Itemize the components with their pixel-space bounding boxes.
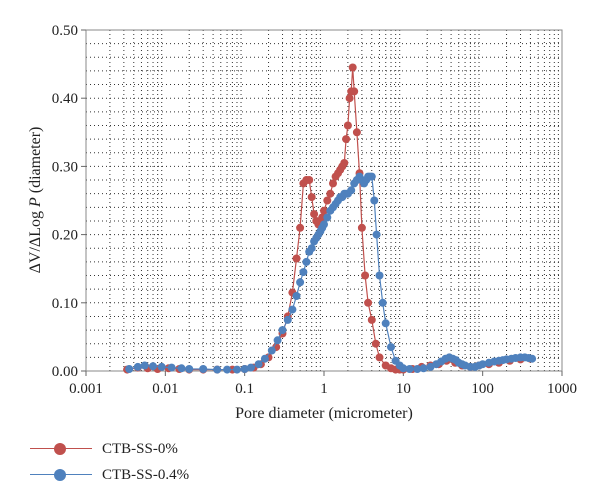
axis-ticks: 0.001 0.01 0.1 1 10 100 1000 0.00 0.10 0.20 0.30 0.… bbox=[52, 23, 577, 397]
legend-item-ctb-ss-0-4: CTB-SS-0.4% bbox=[30, 462, 330, 488]
data-point bbox=[260, 354, 269, 363]
data-point bbox=[185, 365, 194, 373]
data-point bbox=[405, 365, 414, 373]
data-point bbox=[387, 343, 395, 352]
data-point bbox=[478, 360, 487, 369]
data-point bbox=[375, 353, 384, 362]
data-point bbox=[320, 206, 328, 215]
data-point bbox=[372, 230, 381, 239]
legend: CTB-SS-0% CTB-SS-0.4% bbox=[30, 436, 330, 488]
data-point bbox=[307, 193, 316, 202]
data-point bbox=[296, 278, 305, 287]
y-tick-label: 0.10 bbox=[52, 296, 78, 312]
data-point bbox=[149, 362, 157, 371]
data-point bbox=[305, 176, 314, 184]
data-point bbox=[302, 257, 311, 266]
series-ctb-ss-0-4 bbox=[125, 172, 537, 374]
data-point bbox=[296, 223, 305, 232]
data-point bbox=[364, 298, 373, 307]
data-point bbox=[177, 364, 186, 373]
data-point bbox=[375, 271, 384, 280]
data-point bbox=[167, 363, 176, 372]
data-point bbox=[347, 186, 356, 195]
x-axis-title: Pore diameter (micrometer) bbox=[235, 405, 413, 422]
data-point bbox=[419, 364, 428, 373]
data-point bbox=[273, 336, 282, 345]
data-point bbox=[348, 63, 357, 72]
data-point bbox=[378, 298, 387, 307]
x-tick-label: 10 bbox=[396, 381, 411, 397]
data-point bbox=[125, 365, 134, 373]
legend-label-ctb-ss-0: CTB-SS-0% bbox=[102, 440, 178, 457]
y-axis-title: ΔV/ΔLog P (diameter) bbox=[27, 127, 44, 274]
data-point bbox=[342, 135, 351, 144]
data-point bbox=[240, 365, 249, 373]
data-point bbox=[413, 365, 422, 373]
x-tick-label: 1000 bbox=[547, 381, 577, 397]
data-point bbox=[133, 362, 142, 371]
data-point bbox=[223, 365, 232, 374]
data-point bbox=[367, 172, 376, 181]
y-tick-label: 0.20 bbox=[52, 228, 78, 244]
grid bbox=[86, 30, 562, 371]
data-point bbox=[320, 220, 328, 229]
data-point bbox=[310, 210, 319, 219]
data-point bbox=[323, 213, 332, 222]
legend-label-ctb-ss-0-4: CTB-SS-0.4% bbox=[102, 466, 190, 483]
data-point bbox=[278, 326, 287, 335]
data-point bbox=[367, 315, 376, 324]
data-point bbox=[307, 244, 316, 253]
data-point bbox=[345, 94, 354, 103]
x-tick-label: 1 bbox=[320, 381, 328, 397]
data-point bbox=[267, 346, 276, 355]
data-point bbox=[299, 268, 308, 277]
data-point bbox=[246, 363, 255, 372]
data-point bbox=[323, 196, 332, 205]
series-layer bbox=[123, 63, 537, 374]
data-point bbox=[370, 196, 379, 205]
data-point bbox=[199, 365, 208, 373]
x-tick-label: 0.001 bbox=[69, 381, 103, 397]
data-point bbox=[399, 364, 408, 373]
data-point bbox=[528, 354, 537, 363]
data-point bbox=[343, 121, 352, 130]
data-point bbox=[352, 128, 361, 137]
data-point bbox=[254, 360, 263, 369]
y-tick-label: 0.00 bbox=[52, 364, 78, 380]
legend-swatch-blue bbox=[30, 468, 92, 482]
legend-item-ctb-ss-0: CTB-SS-0% bbox=[30, 436, 330, 462]
data-point bbox=[157, 362, 166, 371]
data-point bbox=[292, 254, 301, 263]
data-point bbox=[213, 365, 222, 374]
y-tick-label: 0.50 bbox=[52, 23, 78, 39]
data-point bbox=[381, 319, 390, 328]
data-point bbox=[292, 292, 301, 300]
data-point bbox=[371, 339, 380, 348]
legend-swatch-red bbox=[30, 442, 92, 456]
data-point bbox=[283, 315, 292, 324]
y-tick-label: 0.40 bbox=[52, 91, 78, 107]
x-tick-label: 0.01 bbox=[152, 381, 178, 397]
x-tick-label: 0.1 bbox=[235, 381, 254, 397]
data-point bbox=[329, 179, 337, 188]
data-point bbox=[361, 271, 370, 280]
data-point bbox=[357, 223, 366, 232]
y-tick-label: 0.30 bbox=[52, 159, 78, 175]
data-point bbox=[288, 305, 297, 314]
data-point bbox=[140, 361, 149, 370]
data-point bbox=[350, 87, 359, 96]
x-tick-label: 100 bbox=[471, 381, 494, 397]
data-point bbox=[326, 189, 335, 198]
data-point bbox=[340, 159, 349, 167]
data-point bbox=[233, 365, 241, 374]
